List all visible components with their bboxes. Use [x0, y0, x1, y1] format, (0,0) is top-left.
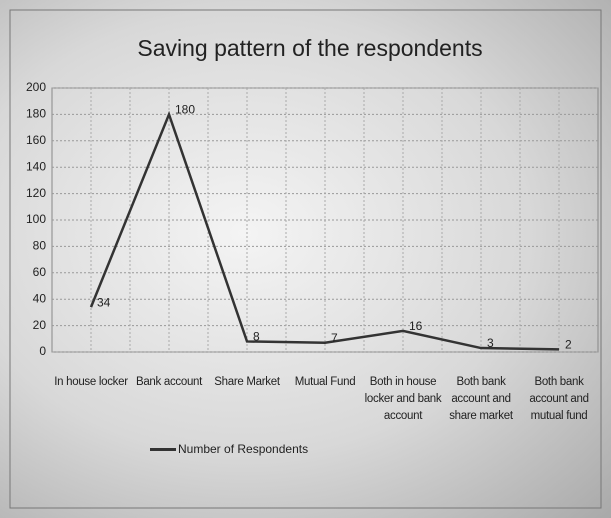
data-label: 3	[487, 336, 494, 350]
x-tick-label: Both bank account and share market	[449, 376, 513, 422]
y-tick-label: 200	[26, 80, 46, 94]
y-tick-label: 80	[33, 239, 47, 253]
chart-border	[9, 9, 602, 509]
chart-title: Saving pattern of the respondents	[137, 35, 482, 61]
data-label: 180	[175, 103, 195, 117]
legend-swatch	[150, 447, 176, 451]
y-tick-label: 60	[33, 265, 47, 279]
x-tick-label: Bank account	[135, 376, 203, 388]
y-tick-label: 100	[26, 212, 46, 226]
x-tick-label: Share Market	[214, 376, 280, 388]
y-tick-label: 0	[39, 344, 46, 358]
y-tick-label: 40	[33, 291, 47, 305]
legend-label: Number of Respondents	[178, 442, 309, 456]
data-label: 7	[331, 331, 338, 345]
y-tick-label: 180	[26, 107, 46, 121]
x-tick-label: Mutual Fund	[294, 376, 356, 388]
x-tick-label: Both in house locker and bank account	[364, 376, 442, 422]
legend: Number of Respondents	[150, 442, 308, 456]
data-label: 34	[97, 295, 111, 309]
y-tick-label: 120	[26, 186, 46, 200]
x-tick-label: Both bank account and mutual fund	[529, 376, 589, 422]
data-label: 16	[409, 319, 423, 333]
y-tick-label: 160	[26, 133, 46, 147]
data-label: 8	[253, 330, 260, 344]
y-tick-label: 140	[26, 159, 46, 173]
line	[89, 110, 560, 351]
x-tick-label: In house locker	[54, 376, 128, 388]
y-tick-label: 20	[33, 318, 47, 332]
data-label: 2	[565, 338, 572, 352]
